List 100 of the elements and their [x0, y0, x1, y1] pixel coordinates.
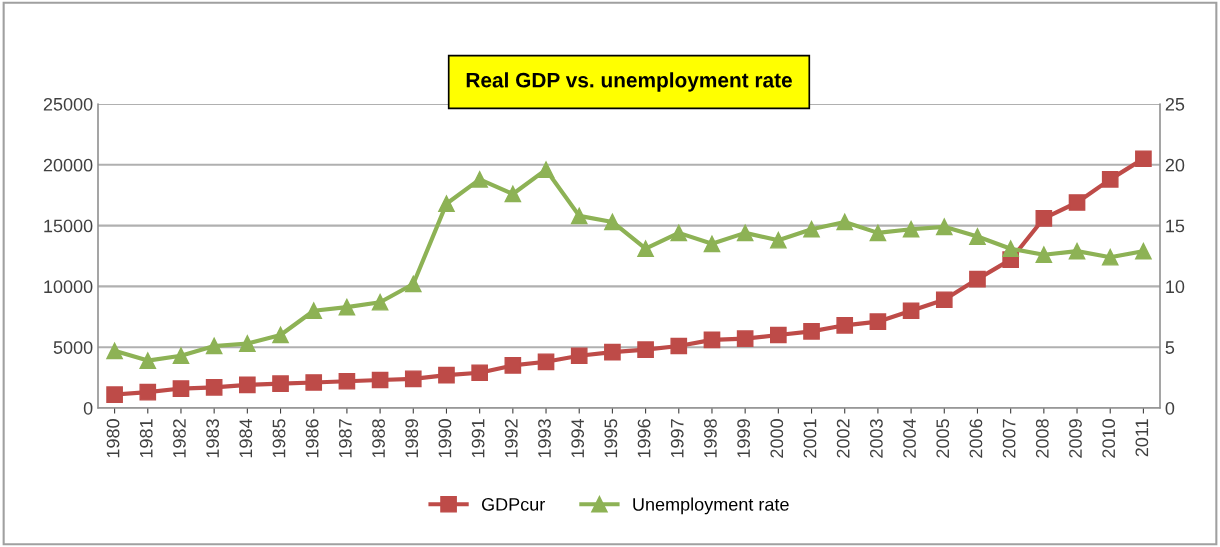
- point: [1002, 240, 1019, 258]
- point: [504, 185, 522, 203]
- point: [404, 275, 422, 293]
- point: [803, 220, 820, 238]
- point: [637, 341, 654, 358]
- point: [969, 228, 986, 245]
- point: [1135, 242, 1152, 260]
- x-tick-label: 1988: [372, 419, 385, 458]
- y2-tick-label: 15: [1166, 219, 1185, 233]
- x-tick-label: 2007: [1002, 419, 1016, 458]
- y-tick-label: 10000: [44, 280, 93, 294]
- point: [1101, 171, 1119, 188]
- y-tick-label: 5000: [53, 341, 93, 354]
- legend-label: Unemployment rate: [633, 497, 789, 515]
- point: [570, 347, 588, 365]
- x-tick-label: 1986: [305, 419, 319, 458]
- legend-label: GDPcur: [481, 497, 545, 511]
- x-tick-label: 1984: [239, 418, 253, 458]
- point: [139, 383, 157, 401]
- y2-tick-label: 5: [1165, 341, 1175, 354]
- y2-tick-label: 10: [1166, 280, 1185, 294]
- point: [404, 370, 422, 388]
- point: [239, 376, 256, 394]
- point: [736, 224, 754, 242]
- y-tick-label: 15000: [44, 219, 93, 233]
- point: [869, 224, 887, 242]
- x-tick-label: 2011: [1135, 419, 1149, 457]
- x-tick-label: 1992: [504, 419, 518, 458]
- x-tick-label: 2005: [936, 419, 950, 458]
- y2-tick-label: 25: [1165, 97, 1185, 111]
- point: [106, 342, 123, 360]
- y2-tick-label: 20: [1165, 158, 1185, 172]
- point: [371, 371, 389, 389]
- point: [935, 291, 953, 309]
- y2-tick-label: 0: [1165, 401, 1175, 415]
- x-tick-label: 2003: [869, 419, 883, 458]
- x-tick-label: 2000: [770, 419, 784, 458]
- point: [570, 207, 588, 225]
- point: [770, 231, 787, 249]
- point: [471, 171, 488, 188]
- point: [438, 195, 455, 213]
- y-tick-label: 20000: [43, 158, 93, 172]
- point: [139, 352, 157, 369]
- x-tick-label: 2008: [1035, 419, 1049, 458]
- point: [338, 372, 356, 390]
- x-tick-label: 2004: [903, 418, 916, 458]
- point: [272, 326, 289, 344]
- point: [537, 353, 555, 371]
- point: [205, 378, 223, 396]
- point: [803, 323, 820, 340]
- chart-title: Real GDP vs. unemployment rate: [466, 72, 792, 92]
- point: [106, 386, 123, 403]
- point: [902, 302, 920, 320]
- point: [305, 302, 323, 320]
- x-tick-label: 1996: [637, 419, 651, 458]
- point: [604, 343, 621, 361]
- x-tick-label: 1997: [670, 419, 684, 458]
- y-tick-label: 25000: [43, 97, 93, 111]
- point: [670, 337, 688, 355]
- point: [1035, 209, 1053, 227]
- x-tick-label: 2001: [803, 419, 817, 458]
- x-tick-label: 2006: [969, 419, 983, 458]
- point: [1101, 248, 1119, 266]
- x-tick-label: 1999: [737, 419, 750, 458]
- point: [205, 337, 223, 355]
- point: [537, 161, 555, 178]
- y-tick-label: 0: [83, 401, 93, 415]
- point: [969, 270, 986, 288]
- point: [637, 240, 654, 258]
- x-tick-label: 2002: [836, 419, 850, 458]
- point: [902, 220, 920, 238]
- x-tick-label: 1981: [139, 419, 153, 458]
- point: [736, 330, 754, 348]
- point: [239, 335, 256, 352]
- point: [471, 364, 488, 382]
- point: [935, 218, 953, 236]
- point: [836, 213, 854, 231]
- x-tick-label: 1987: [338, 419, 352, 458]
- x-tick-label: 1989: [405, 419, 419, 458]
- x-tick-label: 1998: [704, 419, 717, 458]
- point: [371, 293, 389, 311]
- point: [1068, 194, 1086, 211]
- point: [770, 326, 787, 344]
- point: [703, 235, 721, 253]
- point: [338, 298, 356, 316]
- point: [504, 357, 522, 374]
- point: [604, 213, 621, 231]
- x-tick-label: 2010: [1102, 419, 1116, 458]
- point: [438, 366, 455, 384]
- x-tick-label: 1990: [438, 419, 452, 458]
- point: [1135, 150, 1152, 168]
- point: [869, 313, 887, 330]
- x-tick-label: 1994: [571, 418, 585, 458]
- point: [172, 347, 190, 365]
- point: [1035, 246, 1053, 264]
- point: [272, 375, 289, 393]
- point: [1068, 242, 1086, 260]
- x-tick-label: 1983: [206, 419, 219, 458]
- point: [703, 331, 721, 349]
- x-tick-label: 2009: [1069, 419, 1082, 458]
